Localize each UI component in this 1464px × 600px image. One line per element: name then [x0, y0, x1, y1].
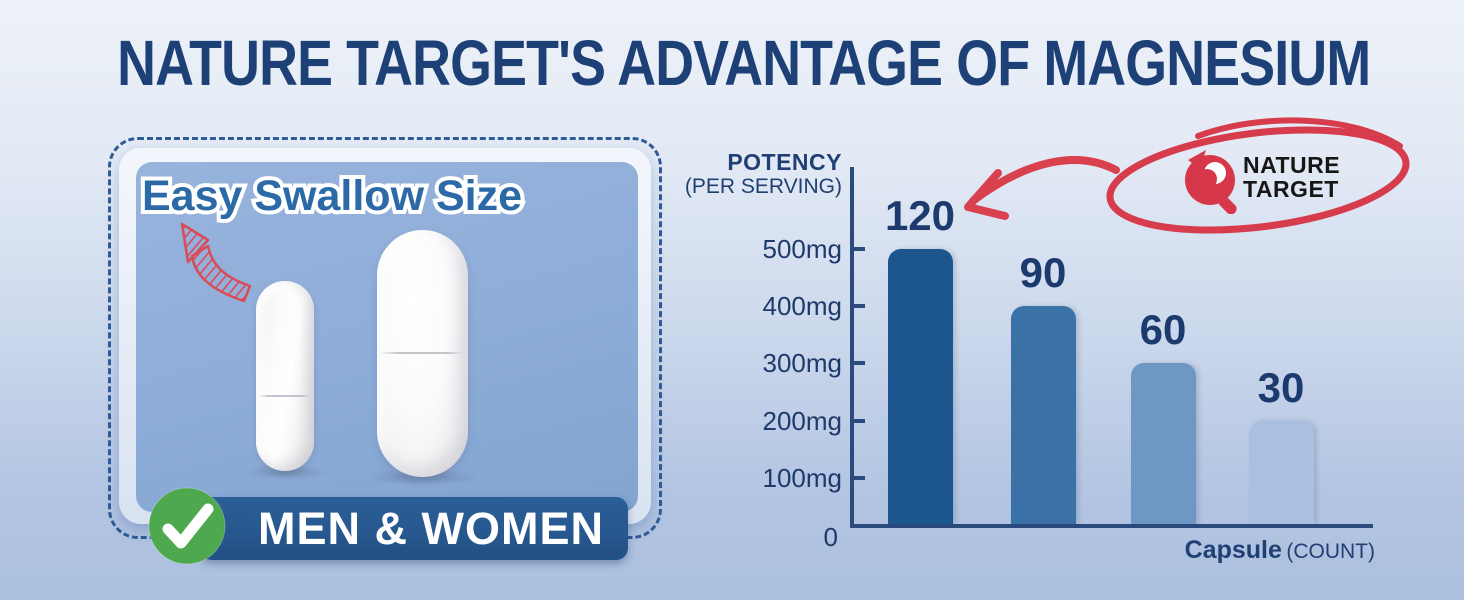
- y-tick-label: 200mg: [762, 406, 843, 436]
- bar-value-label: 60: [1139, 306, 1187, 353]
- small-capsule-image: [256, 281, 314, 471]
- sketch-arrow-up-icon: [180, 222, 252, 303]
- y-tick-mark: [854, 419, 865, 423]
- x-axis-line: [850, 524, 1373, 528]
- easy-swallow-heading-outline: Easy Swallow Size: [138, 168, 526, 224]
- men-women-banner-label: MEN & WOMEN: [258, 502, 604, 554]
- men-women-banner: MEN & WOMEN: [200, 497, 628, 560]
- x-axis-title: Capsule (COUNT): [1075, 536, 1375, 565]
- y-axis-title: POTENCY (PER SERVING): [642, 149, 842, 200]
- easy-swallow-heading: Easy Swallow Size: [142, 172, 523, 220]
- y-tick-mark: [854, 304, 865, 308]
- y-axis-title-main: POTENCY: [727, 149, 842, 175]
- y-tick-mark: [854, 361, 865, 365]
- capsule-shadow: [244, 464, 328, 480]
- x-axis-title-sub: (COUNT): [1286, 540, 1375, 563]
- y-tick-label: 400mg: [762, 291, 843, 321]
- page-title: NATURE TARGET'S ADVANTAGE OF MAGNESIUM: [117, 27, 1371, 99]
- y-axis-line: [850, 167, 854, 528]
- large-tablet-image: [377, 230, 468, 477]
- bar-60: [1130, 363, 1196, 524]
- bar-value-label: 90: [1019, 249, 1067, 296]
- y-tick-label: 500mg: [762, 234, 843, 264]
- x-axis-title-main: Capsule: [1184, 536, 1282, 564]
- bar-120: [887, 249, 953, 524]
- nature-target-logo-icon: [1185, 150, 1237, 214]
- logo-text-line1: NATURE: [1243, 152, 1341, 178]
- nature-target-logo-text: NATURE TARGET: [1243, 153, 1340, 201]
- y-tick-mark: [854, 476, 865, 480]
- y-tick-mark: [854, 247, 865, 251]
- bar-value-label: 30: [1257, 364, 1305, 411]
- bar-30: [1248, 421, 1314, 524]
- origin-tick-label: 0: [823, 522, 838, 552]
- check-icon: [148, 487, 226, 565]
- bar-value-label: 120: [884, 192, 956, 239]
- y-tick-label: 100mg: [762, 463, 843, 493]
- scribble-ellipse-icon: [1106, 117, 1410, 234]
- annotation-arrow-icon: [964, 156, 1120, 220]
- logo-text-line2: TARGET: [1243, 176, 1339, 202]
- bar-90: [1010, 306, 1076, 524]
- y-tick-label: 300mg: [762, 348, 843, 378]
- y-axis-title-sub: (PER SERVING): [684, 175, 842, 199]
- tablet-shadow: [365, 468, 481, 486]
